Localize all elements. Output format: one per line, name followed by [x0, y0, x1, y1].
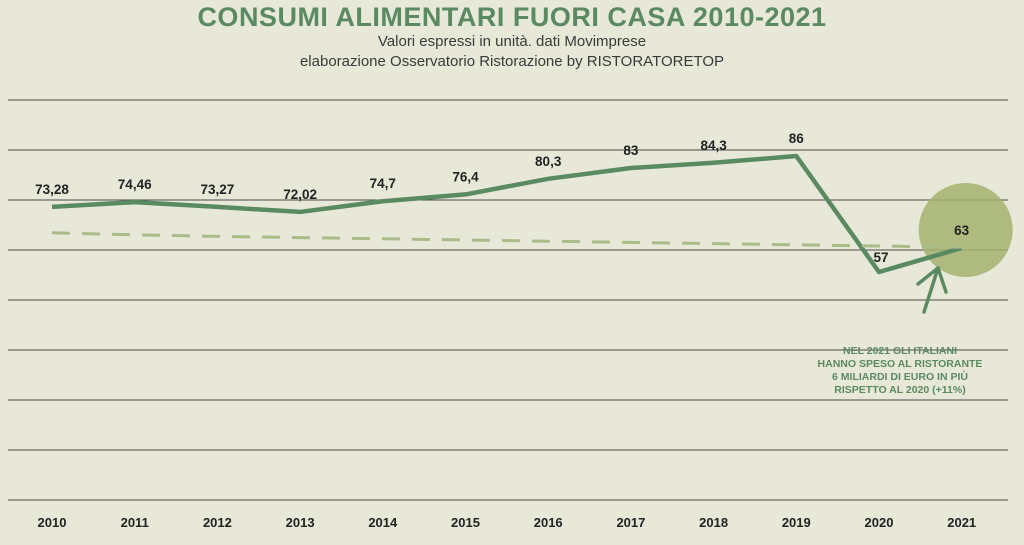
x-tick-label: 2021	[947, 515, 976, 530]
x-tick-label: 2015	[451, 515, 480, 530]
chart-title: CONSUMI ALIMENTARI FUORI CASA 2010-2021	[197, 2, 827, 32]
data-label: 74,7	[370, 176, 396, 191]
x-tick-label: 2020	[865, 515, 894, 530]
trend-line-dashed	[51, 231, 962, 249]
data-label: 74,46	[118, 177, 152, 192]
chart-subtitle-line-1: Valori espressi in unità. dati Movimpres…	[377, 33, 647, 50]
annotation-line-2: HANNO SPESO AL RISTORANTE	[817, 358, 983, 370]
annotation-text: NEL 2021 GLI ITALIANI HANNO SPESO AL RIS…	[800, 345, 1000, 397]
x-tick-label: 2016	[534, 515, 563, 530]
data-label: 86	[789, 131, 805, 146]
data-label: 73,27	[201, 182, 235, 197]
data-label: 80,3	[535, 154, 562, 169]
data-label: 72,02	[283, 187, 317, 202]
x-tick-label: 2011	[121, 515, 149, 530]
data-label: 63	[954, 223, 970, 238]
x-tick-label: 2017	[616, 515, 645, 530]
x-tick-label: 2014	[368, 515, 398, 530]
data-label: 84,3	[700, 138, 727, 153]
data-label: 73,28	[35, 182, 69, 197]
x-tick-label: 2012	[203, 515, 232, 530]
annotation-line-4: RISPETTO AL 2020 (+11%)	[834, 384, 966, 396]
x-tick-label: 2019	[782, 515, 811, 530]
series-line	[51, 153, 963, 275]
data-label: 83	[623, 143, 639, 158]
x-tick-label: 2013	[286, 515, 315, 530]
x-tick-label: 2018	[699, 515, 728, 530]
data-label: 57	[873, 250, 888, 265]
data-label: 76,4	[452, 169, 479, 184]
chart-subtitle-line-2: elaborazione Osservatorio Ristorazione b…	[299, 53, 725, 70]
arrow-up-icon	[916, 266, 948, 314]
annotation-line-3: 6 MILIARDI DI EURO IN PIÙ	[832, 371, 968, 383]
annotation-line-1: NEL 2021 GLI ITALIANI	[843, 345, 957, 357]
x-tick-label: 2010	[38, 515, 67, 530]
